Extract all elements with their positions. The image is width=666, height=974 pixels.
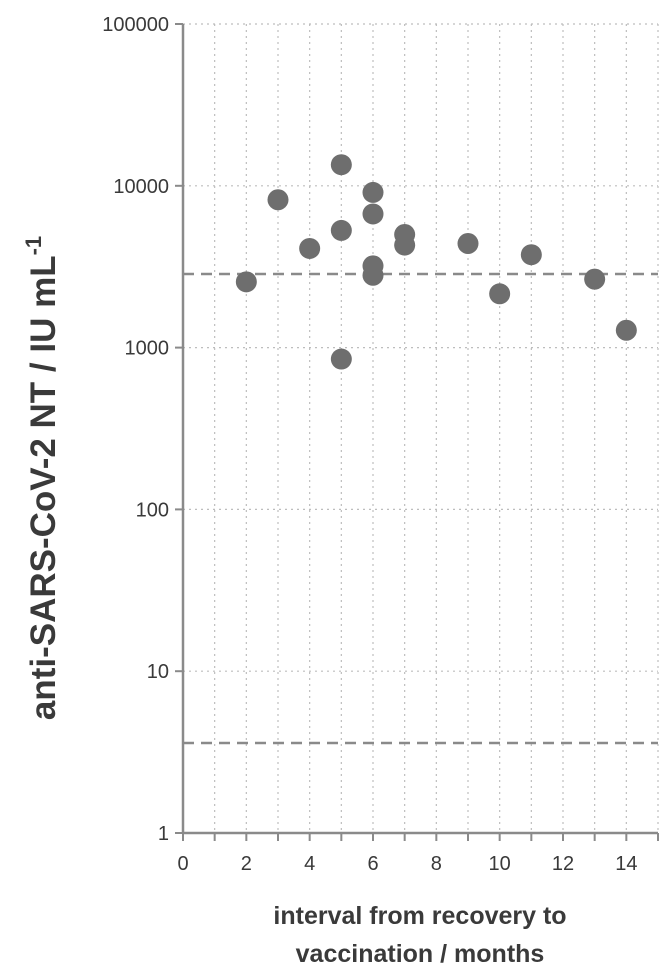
x-tick-label: 4 bbox=[304, 853, 315, 875]
data-point bbox=[362, 264, 384, 286]
data-point bbox=[615, 319, 637, 341]
data-point bbox=[362, 181, 384, 203]
data-point bbox=[457, 232, 479, 254]
ticks: 1 10 100 1000 10000 100000 0 2 4 6 8 10 12 14 bbox=[102, 14, 659, 875]
x-tick-label: 12 bbox=[552, 853, 574, 875]
x-axis-title-line2: vaccination / months bbox=[296, 940, 545, 968]
data-point bbox=[489, 283, 511, 305]
data-points bbox=[235, 154, 637, 370]
y-axis-title-sup: -1 bbox=[21, 236, 46, 256]
y-tick-label: 100 bbox=[136, 499, 169, 521]
y-axis-title-main: anti-SARS-CoV-2 NT / IU mL bbox=[24, 255, 63, 720]
data-point bbox=[235, 271, 257, 293]
x-tick-label: 14 bbox=[615, 853, 637, 875]
grid bbox=[183, 23, 659, 833]
y-tick-label: 10 bbox=[147, 661, 169, 683]
data-point bbox=[330, 154, 352, 176]
reference-lines bbox=[183, 272, 658, 745]
x-axis-title-line1: interval from recovery to bbox=[273, 902, 566, 930]
x-tick-label: 0 bbox=[177, 853, 188, 875]
data-point bbox=[584, 268, 606, 290]
y-tick-label: 1000 bbox=[125, 338, 170, 360]
y-axis-title: anti-SARS-CoV-2 NT / IU mL-1 bbox=[21, 236, 63, 720]
x-tick-label: 10 bbox=[489, 853, 511, 875]
data-point bbox=[330, 348, 352, 370]
y-tick-label: 10000 bbox=[113, 176, 169, 198]
axes bbox=[181, 24, 658, 835]
y-tick-label: 100000 bbox=[102, 14, 169, 36]
x-tick-label: 6 bbox=[367, 853, 378, 875]
data-point bbox=[394, 234, 416, 256]
data-point bbox=[520, 244, 542, 266]
data-point bbox=[330, 219, 352, 241]
data-point bbox=[362, 203, 384, 225]
x-tick-label: 2 bbox=[241, 853, 252, 875]
data-point bbox=[267, 189, 289, 211]
y-tick-label: 1 bbox=[158, 823, 169, 845]
x-tick-label: 8 bbox=[431, 853, 442, 875]
data-point bbox=[299, 237, 321, 259]
